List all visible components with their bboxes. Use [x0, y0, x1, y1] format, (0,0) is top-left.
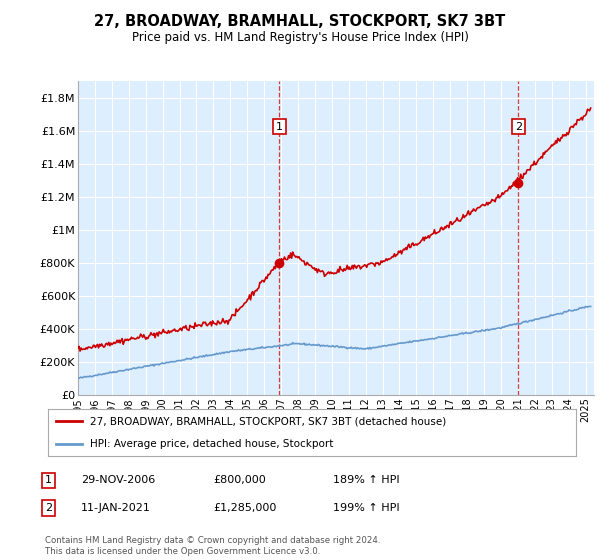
Text: 2: 2: [45, 503, 52, 513]
Text: 189% ↑ HPI: 189% ↑ HPI: [333, 475, 400, 486]
Text: 1: 1: [276, 122, 283, 132]
Text: 27, BROADWAY, BRAMHALL, STOCKPORT, SK7 3BT: 27, BROADWAY, BRAMHALL, STOCKPORT, SK7 3…: [94, 14, 506, 29]
Text: 29-NOV-2006: 29-NOV-2006: [81, 475, 155, 486]
Text: 27, BROADWAY, BRAMHALL, STOCKPORT, SK7 3BT (detached house): 27, BROADWAY, BRAMHALL, STOCKPORT, SK7 3…: [90, 416, 446, 426]
Text: £800,000: £800,000: [213, 475, 266, 486]
Text: Price paid vs. HM Land Registry's House Price Index (HPI): Price paid vs. HM Land Registry's House …: [131, 31, 469, 44]
Text: HPI: Average price, detached house, Stockport: HPI: Average price, detached house, Stoc…: [90, 439, 334, 449]
Text: 199% ↑ HPI: 199% ↑ HPI: [333, 503, 400, 513]
Text: £1,285,000: £1,285,000: [213, 503, 277, 513]
Text: 1: 1: [45, 475, 52, 486]
Text: 2: 2: [515, 122, 522, 132]
Text: Contains HM Land Registry data © Crown copyright and database right 2024.
This d: Contains HM Land Registry data © Crown c…: [45, 536, 380, 556]
Text: 11-JAN-2021: 11-JAN-2021: [81, 503, 151, 513]
